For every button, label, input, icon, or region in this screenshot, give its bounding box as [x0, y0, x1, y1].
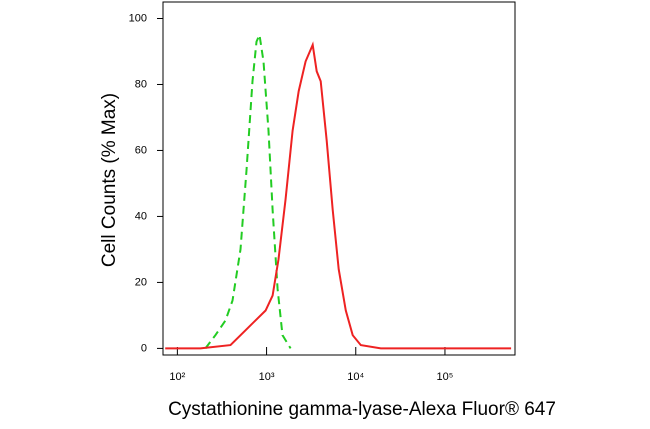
- y-tick-label: 60: [135, 144, 147, 156]
- y-tick-label: 20: [135, 276, 147, 288]
- series-line: [165, 41, 512, 350]
- series-line: [204, 31, 292, 350]
- y-tick-label: 80: [135, 78, 147, 90]
- y-axis-title: Cell Counts (% Max): [99, 93, 120, 267]
- x-tick-label: 10³: [259, 371, 275, 383]
- y-tick-label: 40: [135, 210, 147, 222]
- plot-frame: [162, 1, 516, 356]
- y-tick-label: 0: [141, 342, 147, 354]
- y-tick-label: 100: [129, 12, 147, 24]
- x-axis-title: Cystathionine gamma-lyase-Alexa Fluor® 6…: [168, 399, 556, 420]
- x-tick-label: 10²: [169, 371, 185, 383]
- x-tick-label: 10⁵: [437, 371, 454, 383]
- x-tick-label: 10⁴: [347, 371, 364, 383]
